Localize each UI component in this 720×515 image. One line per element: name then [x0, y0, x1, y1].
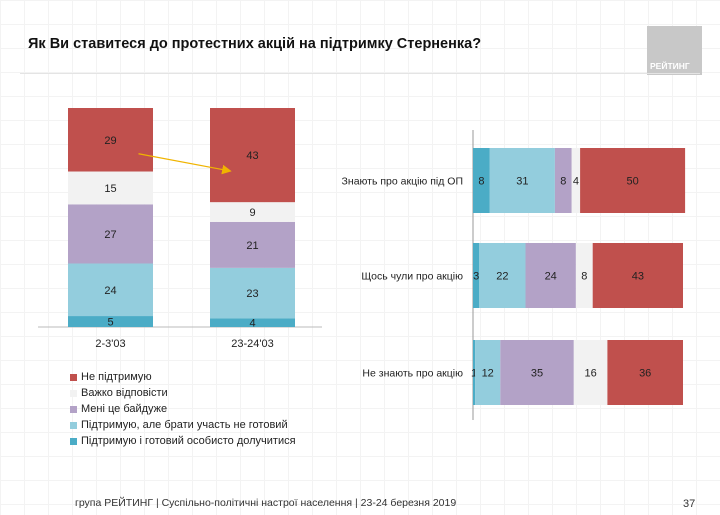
- bar-segment: [473, 340, 476, 405]
- bar-segment: [68, 263, 153, 317]
- x-tick-label: 2-3'03: [95, 338, 125, 350]
- data-label: 8: [478, 176, 484, 188]
- logo: РЕЙТИНГ: [647, 26, 702, 75]
- legend-label: Важко відповісти: [81, 387, 168, 399]
- legend-item: Не підтримую: [70, 369, 296, 385]
- bar-segment: [68, 204, 153, 264]
- bar-segment: [473, 243, 480, 308]
- data-label: 50: [626, 176, 638, 188]
- footer: група РЕЙТИНГ | Суспільно-політичні наст…: [75, 497, 457, 509]
- legend-swatch: [70, 373, 77, 381]
- legend-label: Мені це байдуже: [81, 403, 168, 415]
- trend-arrow: [138, 153, 232, 175]
- legend-label: Підтримую, але брати участь не готовий: [81, 419, 288, 431]
- legend-label: Не підтримую: [81, 371, 152, 383]
- legend-item: Підтримую і готовий особисто долучитися: [70, 433, 296, 449]
- data-label: 5: [107, 317, 113, 329]
- divider: [20, 73, 700, 74]
- bar-segment: [68, 316, 153, 327]
- legend-item: Підтримую, але брати участь не готовий: [70, 417, 296, 433]
- bar-segment: [525, 243, 576, 308]
- bar-segment: [68, 171, 153, 205]
- data-label: 35: [531, 368, 543, 380]
- data-label: 9: [249, 207, 255, 219]
- bar-segment: [489, 148, 555, 213]
- legend-swatch: [70, 421, 77, 429]
- page-number: 37: [683, 498, 696, 510]
- legend-swatch: [70, 437, 77, 445]
- legend-label: Підтримую і готовий особисто долучитися: [81, 435, 296, 447]
- bar-segment: [500, 340, 574, 405]
- data-label: 1: [471, 368, 477, 380]
- legend-swatch: [70, 389, 77, 397]
- bar-segment: [68, 108, 153, 172]
- data-label: 21: [246, 240, 258, 252]
- bar-segment: [554, 148, 572, 213]
- category-label: Знають про акцію під ОП: [342, 176, 463, 188]
- data-label: 8: [560, 176, 566, 188]
- bar-segment: [575, 243, 593, 308]
- bar-segment: [580, 148, 686, 213]
- data-label: 16: [584, 368, 596, 380]
- legend: Не підтримую Важко відповісти Мені це байд…: [70, 369, 296, 449]
- x-tick-label: 23-24'03: [231, 338, 273, 350]
- legend-item: Мені це байдуже: [70, 401, 296, 417]
- category-label: Щось чули про акцію: [361, 271, 463, 283]
- bar-segment: [475, 340, 501, 405]
- data-label: 27: [104, 229, 116, 241]
- bar-segment: [592, 243, 683, 308]
- page-title: Як Ви ставитеся до протестних акцій на п…: [28, 36, 482, 52]
- data-label: 12: [482, 368, 494, 380]
- bar-segment: [210, 267, 295, 319]
- data-label: 29: [104, 135, 116, 147]
- legend-swatch: [70, 405, 77, 413]
- data-label: 15: [104, 183, 116, 195]
- data-label: 36: [639, 368, 651, 380]
- bar-segment: [210, 202, 295, 222]
- legend-item: Важко відповісти: [70, 385, 296, 401]
- bar-segment: [607, 340, 683, 405]
- bar-segment: [571, 148, 581, 213]
- data-label: 23: [246, 288, 258, 300]
- data-label: 24: [545, 271, 557, 283]
- bar-segment: [210, 318, 295, 327]
- data-label: 22: [496, 271, 508, 283]
- data-label: 24: [104, 285, 116, 297]
- data-label: 8: [581, 271, 587, 283]
- category-label: Не знають про акцію: [362, 368, 463, 380]
- bar-segment: [573, 340, 608, 405]
- data-label: 4: [573, 176, 579, 188]
- data-label: 43: [632, 271, 644, 283]
- bar-segment: [210, 108, 295, 203]
- data-label: 4: [249, 318, 255, 330]
- bar-segment: [210, 221, 295, 268]
- data-label: 43: [246, 150, 258, 162]
- bar-segment: [479, 243, 526, 308]
- data-label: 31: [516, 176, 528, 188]
- data-label: 3: [473, 271, 479, 283]
- bar-segment: [473, 148, 490, 213]
- logo-text: РЕЙТИНГ: [650, 61, 690, 71]
